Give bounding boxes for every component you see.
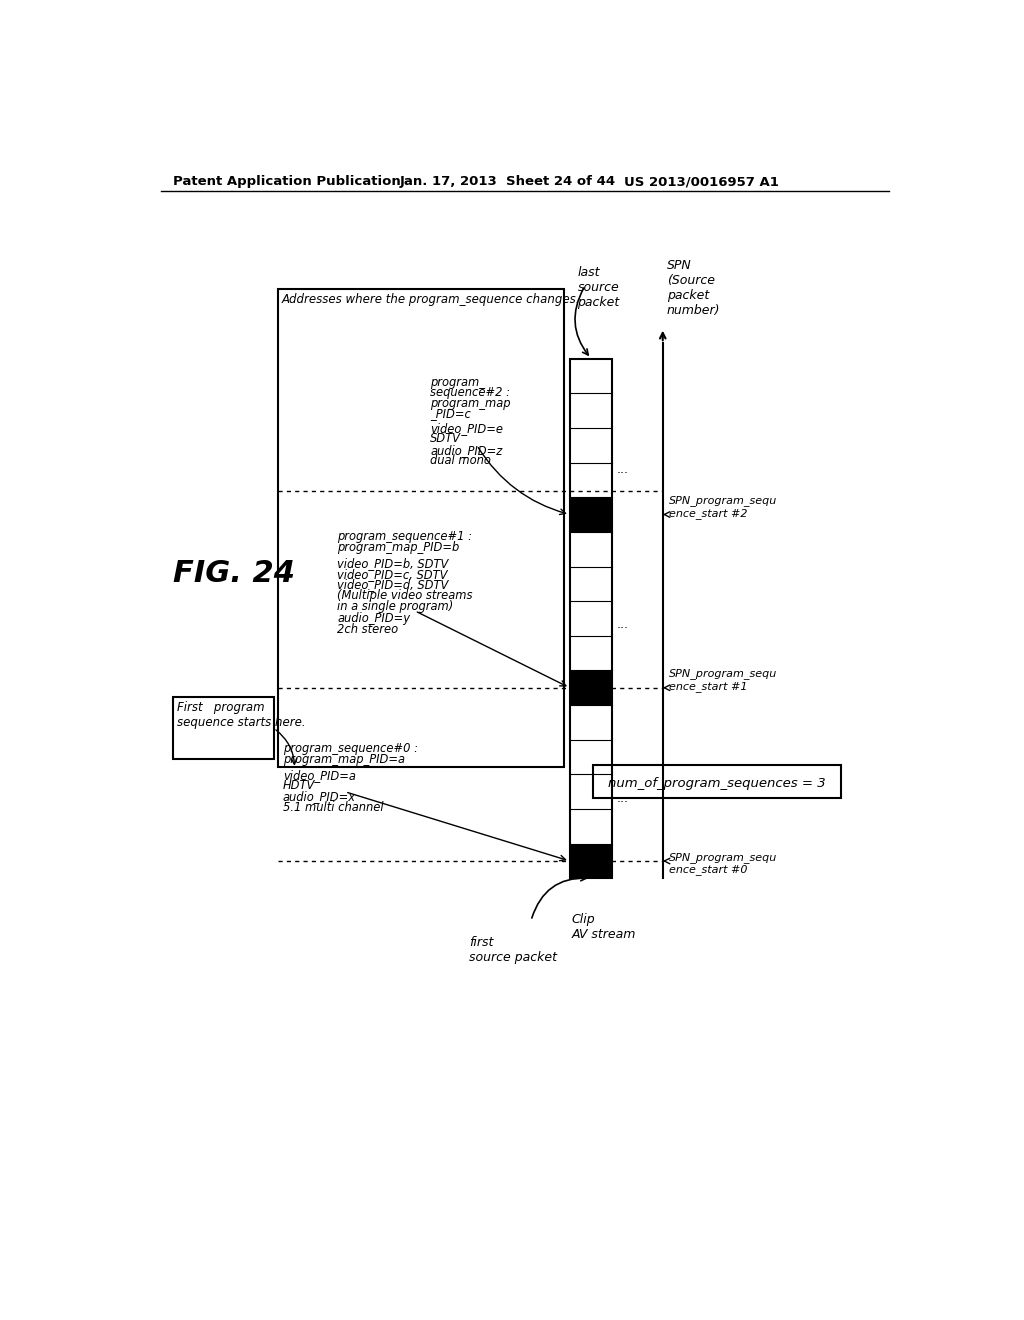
Text: sequence#2 :: sequence#2 : — [430, 385, 510, 399]
Bar — [278, 289, 564, 767]
Text: SPN_program_sequ
ence_start #0: SPN_program_sequ ence_start #0 — [669, 851, 777, 875]
Text: program_map_PID=b: program_map_PID=b — [337, 541, 460, 554]
Text: SPN_program_sequ
ence_start #2: SPN_program_sequ ence_start #2 — [669, 495, 777, 519]
Text: SPN
(Source
packet
number): SPN (Source packet number) — [667, 259, 720, 317]
Text: dual mono: dual mono — [430, 454, 492, 467]
Text: program_map: program_map — [430, 397, 511, 409]
Text: ...: ... — [617, 462, 629, 475]
Bar — [593, 766, 841, 797]
Text: video_PID=a: video_PID=a — [283, 768, 356, 781]
Bar — [173, 697, 273, 759]
Text: SPN_program_sequ
ence_start #1: SPN_program_sequ ence_start #1 — [669, 668, 777, 692]
Text: (Multiple video streams: (Multiple video streams — [337, 589, 473, 602]
Text: HDTV: HDTV — [283, 779, 315, 792]
Text: 5.1 multi channel: 5.1 multi channel — [283, 801, 384, 814]
Text: program_sequence#0 :: program_sequence#0 : — [283, 742, 418, 755]
Text: audio_PID=x: audio_PID=x — [283, 791, 356, 803]
Text: audio_PID=y: audio_PID=y — [337, 612, 411, 626]
Text: FIG. 24: FIG. 24 — [173, 558, 295, 587]
Text: Clip
AV stream: Clip AV stream — [571, 913, 636, 941]
Text: first
source packet: first source packet — [469, 936, 557, 964]
Text: _PID=c: _PID=c — [430, 407, 471, 420]
Text: video_PID=c, SDTV: video_PID=c, SDTV — [337, 568, 447, 581]
Text: last
source
packet: last source packet — [578, 267, 620, 309]
Text: ...: ... — [617, 619, 629, 631]
Text: Addresses where the program_sequence changes.: Addresses where the program_sequence cha… — [282, 293, 580, 306]
Text: video_PID=d, SDTV: video_PID=d, SDTV — [337, 578, 449, 591]
Text: audio_PID=z: audio_PID=z — [430, 444, 503, 457]
Text: First   program
sequence starts here.: First program sequence starts here. — [177, 701, 305, 729]
Text: SDTV: SDTV — [430, 432, 461, 445]
Text: in a single program): in a single program) — [337, 601, 454, 612]
Bar — [569, 498, 612, 532]
Text: video_PID=b, SDTV: video_PID=b, SDTV — [337, 557, 449, 570]
Text: program_: program_ — [430, 376, 485, 389]
Text: US 2013/0016957 A1: US 2013/0016957 A1 — [624, 176, 779, 189]
Bar — [569, 671, 612, 705]
Text: program_map_PID=a: program_map_PID=a — [283, 754, 406, 766]
Bar — [569, 843, 612, 878]
Text: Patent Application Publication: Patent Application Publication — [173, 176, 400, 189]
Text: Jan. 17, 2013  Sheet 24 of 44: Jan. 17, 2013 Sheet 24 of 44 — [399, 176, 615, 189]
Text: video_PID=e: video_PID=e — [430, 422, 503, 436]
Text: ...: ... — [617, 792, 629, 805]
Text: num_of_program_sequences = 3: num_of_program_sequences = 3 — [608, 776, 825, 789]
Text: program_sequence#1 :: program_sequence#1 : — [337, 529, 472, 543]
Bar — [569, 359, 612, 878]
Text: 2ch stereo: 2ch stereo — [337, 623, 398, 636]
